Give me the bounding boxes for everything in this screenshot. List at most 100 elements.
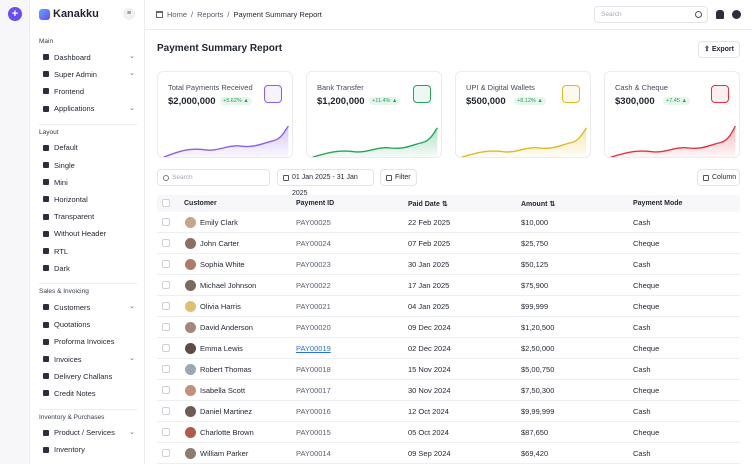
header-amount[interactable]: Amount ⇅	[521, 201, 556, 208]
sidebar-item-super-admin[interactable]: Super Admin ⌄	[43, 67, 135, 81]
sidebar-item-delivery-challans[interactable]: Delivery Challans	[43, 369, 135, 383]
cell-payment-id[interactable]: PAY00017	[296, 386, 331, 395]
sidebar-item-credit-notes[interactable]: Credit Notes	[43, 386, 135, 400]
cell-payment-id[interactable]: PAY00025	[296, 218, 331, 227]
table-row[interactable]: Daniel Martinez PAY00016 12 Oct 2024 $9,…	[157, 401, 740, 422]
row-checkbox[interactable]	[162, 281, 170, 289]
sidebar-item-applications[interactable]: Applications ⌄	[43, 102, 135, 116]
sidebar-item-product-services[interactable]: Product / Services ⌄	[43, 426, 135, 440]
cell-payment-id[interactable]: PAY00018	[296, 365, 331, 374]
table-row[interactable]: Charlotte Brown PAY00015 05 Oct 2024 $87…	[157, 422, 740, 443]
cell-customer[interactable]: Olivia Harris	[200, 302, 241, 311]
table-row[interactable]: Sophia White PAY00023 30 Jan 2025 $50,12…	[157, 254, 740, 275]
chevron-down-icon: ⌄	[129, 355, 135, 362]
cell-customer[interactable]: Sophia White	[200, 260, 245, 269]
cell-customer[interactable]: William Parker	[200, 449, 249, 458]
cell-payment-id[interactable]: PAY00020	[296, 323, 331, 332]
export-button[interactable]: ⇪ Export	[698, 41, 740, 58]
table-row[interactable]: Emma Lewis PAY00019 02 Dec 2024 $2,50,00…	[157, 338, 740, 359]
theme-toggle-icon[interactable]	[732, 10, 741, 19]
menu-toggle-icon[interactable]: ≡	[123, 8, 135, 20]
rtl-icon	[43, 248, 49, 254]
filter-button[interactable]: Filter	[380, 169, 417, 186]
sidebar-item-frontend[interactable]: Frontend	[43, 84, 135, 98]
select-all-checkbox[interactable]	[162, 199, 170, 207]
top-search-input[interactable]: Search	[594, 6, 708, 23]
row-checkbox[interactable]	[162, 302, 170, 310]
sidebar-section-title: Layout	[39, 128, 59, 136]
header-customer[interactable]: Customer	[184, 200, 217, 207]
sidebar-item-inventory[interactable]: Inventory	[43, 443, 135, 457]
row-checkbox[interactable]	[162, 428, 170, 436]
quotations-icon	[43, 321, 49, 328]
cell-payment-id[interactable]: PAY00015	[296, 428, 331, 437]
sidebar-item-mini[interactable]: Mini	[43, 175, 135, 189]
brand[interactable]: Kanakku	[39, 8, 99, 20]
app-rail: +	[0, 0, 30, 464]
sidebar-divider	[39, 283, 137, 285]
cell-customer[interactable]: Michael Johnson	[200, 281, 257, 290]
dark-icon	[43, 265, 49, 272]
breadcrumb-home[interactable]: Home	[167, 10, 188, 19]
header-payment-mode[interactable]: Payment Mode	[633, 200, 683, 207]
sidebar-item-single[interactable]: Single	[43, 158, 135, 172]
sidebar-item-vendors[interactable]: Vendors⌄	[43, 460, 135, 464]
cell-payment-id[interactable]: PAY00023	[296, 260, 331, 269]
table-row[interactable]: David Anderson PAY00020 09 Dec 2024 $1,2…	[157, 317, 740, 338]
column-button[interactable]: Column	[697, 169, 740, 186]
date-range-picker[interactable]: 01 Jan 2025 - 31 Jan 2025	[277, 169, 374, 197]
sidebar-item-invoices[interactable]: Invoices ⌄	[43, 352, 135, 366]
cell-customer[interactable]: Isabella Scott	[200, 386, 246, 395]
row-checkbox[interactable]	[162, 386, 170, 394]
card-sparkline	[461, 127, 587, 157]
table-row[interactable]: Robert Thomas PAY00018 15 Nov 2024 $5,00…	[157, 359, 740, 380]
cell-customer[interactable]: Robert Thomas	[200, 365, 252, 374]
sidebar-item-label: Invoices	[54, 354, 82, 364]
cell-customer[interactable]: Emma Lewis	[200, 344, 243, 353]
avatar	[185, 364, 196, 375]
cell-customer[interactable]: David Anderson	[200, 323, 253, 332]
sidebar-item-proforma-invoices[interactable]: Proforma Invoices	[43, 335, 135, 349]
row-checkbox[interactable]	[162, 365, 170, 373]
sidebar-item-dashboard[interactable]: Dashboard ⌄	[43, 50, 135, 64]
table-row[interactable]: Isabella Scott PAY00017 30 Nov 2024 $7,5…	[157, 380, 740, 401]
table-row[interactable]: Olivia Harris PAY00021 04 Jan 2025 $99,9…	[157, 296, 740, 317]
cell-payment-id[interactable]: PAY00021	[296, 302, 331, 311]
row-checkbox[interactable]	[162, 344, 170, 352]
add-icon[interactable]: +	[8, 7, 22, 21]
sidebar-item-default[interactable]: Default	[43, 141, 135, 155]
cell-customer[interactable]: Emily Clark	[200, 218, 238, 227]
table-row[interactable]: William Parker PAY00014 09 Sep 2024 $69,…	[157, 443, 740, 464]
sidebar: Kanakku ≡ Main Dashboard ⌄ Super Admin ⌄ Fron…	[30, 0, 145, 464]
cell-payment-id[interactable]: PAY00014	[296, 449, 331, 458]
header-payment-id[interactable]: Payment ID	[296, 200, 335, 207]
cell-customer[interactable]: Daniel Martinez	[200, 407, 253, 416]
table-row[interactable]: Michael Johnson PAY00022 17 Jan 2025 $75…	[157, 275, 740, 296]
row-checkbox[interactable]	[162, 407, 170, 415]
sidebar-item-rtl[interactable]: RTL	[43, 244, 135, 258]
table-search-input[interactable]: Search	[157, 169, 270, 186]
cell-customer[interactable]: John Carter	[200, 239, 240, 248]
home-icon[interactable]	[156, 11, 163, 18]
cell-payment-id[interactable]: PAY00016	[296, 407, 331, 416]
sidebar-item-transparent[interactable]: Transparent	[43, 210, 135, 224]
row-checkbox[interactable]	[162, 239, 170, 247]
cell-payment-id[interactable]: PAY00019	[296, 344, 331, 353]
row-checkbox[interactable]	[162, 323, 170, 331]
breadcrumb-reports[interactable]: Reports	[197, 10, 224, 19]
sidebar-item-customers[interactable]: Customers ⌄	[43, 300, 135, 314]
cell-customer[interactable]: Charlotte Brown	[200, 428, 254, 437]
table-row[interactable]: Emily Clark PAY00025 22 Feb 2025 $10,000…	[157, 212, 740, 233]
cell-payment-id[interactable]: PAY00024	[296, 239, 331, 248]
row-checkbox[interactable]	[162, 260, 170, 268]
sidebar-item-horizontal[interactable]: Horizontal	[43, 192, 135, 206]
sidebar-item-quotations[interactable]: Quotations	[43, 318, 135, 332]
sidebar-item-dark[interactable]: Dark	[43, 261, 135, 275]
header-paid-date[interactable]: Paid Date ⇅	[408, 201, 448, 208]
row-checkbox[interactable]	[162, 449, 170, 457]
row-checkbox[interactable]	[162, 218, 170, 226]
cell-payment-id[interactable]: PAY00022	[296, 281, 331, 290]
notification-bell-icon[interactable]	[716, 10, 724, 19]
table-row[interactable]: John Carter PAY00024 07 Feb 2025 $25,750…	[157, 233, 740, 254]
sidebar-item-without-header[interactable]: Without Header	[43, 227, 135, 241]
